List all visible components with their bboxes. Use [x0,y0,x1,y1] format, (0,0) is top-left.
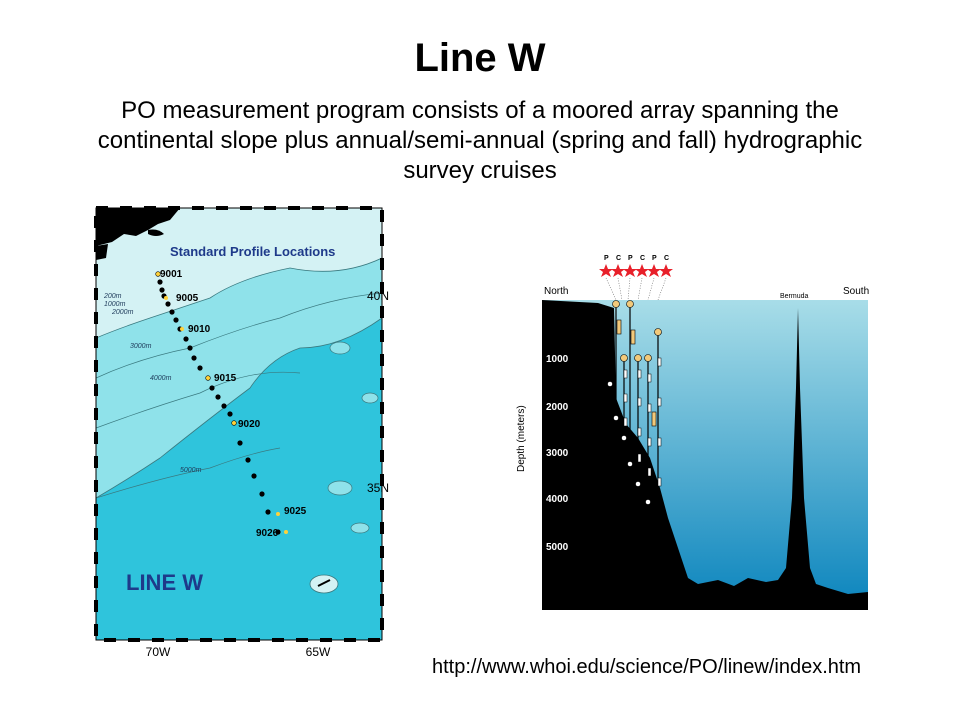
bermuda-label: Bermuda [780,293,809,300]
contour-label: 4000m [150,375,172,382]
station-dot [227,411,233,417]
station-dot [215,394,221,400]
labeled-station-dot [180,327,184,331]
station-dot [237,440,243,446]
station-dot [169,309,175,315]
mooring-float [644,354,652,362]
mooring-float [654,328,662,336]
seafloor-profile [542,300,868,610]
slide-title: Line W [414,36,546,80]
contour-label: 200m [103,293,122,300]
labeled-station-dot [284,530,288,534]
mooring-float [612,300,620,308]
labeled-station-dot [164,296,168,300]
mooring-instrument [616,319,622,335]
labeled-station-dot [206,376,210,380]
lon-label-65w: 65W [306,645,331,659]
labeled-station-dot [276,512,280,516]
mooring-instrument [630,329,636,345]
station-dot [197,365,203,371]
mooring-code: C [640,255,645,262]
mooring-instrument [651,411,657,427]
bermuda-island [317,579,331,587]
star-marker [623,264,637,277]
station-label: 9005 [176,293,199,304]
station-label: 9001 [160,269,183,280]
land-cape [148,229,164,236]
labeled-station-dot [156,272,160,276]
star-marker [611,264,625,277]
station-label: 9025 [284,506,307,517]
mooring-code: C [616,255,621,262]
mooring-float [620,354,628,362]
map-title: Standard Profile Locations [170,244,335,259]
station-dot [165,301,171,307]
mooring-code: P [628,255,633,262]
depth-tick: 5000 [546,542,569,553]
station-dot [265,509,271,515]
seamount [361,392,379,404]
south-label: South [843,286,869,297]
station-label: 9015 [214,373,237,384]
station-label: 9020 [238,419,261,430]
lon-label-70w: 70W [146,645,171,659]
contour-label: 5000m [180,467,202,474]
depth-tick: 3000 [546,448,569,459]
station-dot [259,491,265,497]
station-label: 9010 [188,324,211,335]
mooring-code: C [664,255,669,262]
contour-label: 2000m [111,309,134,316]
contour-3000 [96,292,382,379]
station-dot [245,457,251,463]
map-frame-inner [95,207,383,641]
line-w-logo: LINE W [126,570,203,595]
contour-4000 [96,371,301,429]
station-dot [221,403,227,409]
station-dot [191,355,197,361]
contour-label: 1000m [104,301,126,308]
contour-label: 3000m [130,343,152,350]
station-label: 9026 [256,528,279,539]
depth-tick: 1000 [546,354,569,365]
star-marker [599,264,613,277]
seamount [327,480,353,496]
labeled-station-dot [232,421,236,425]
station-dot [187,345,193,351]
station-dot [157,279,163,285]
north-label: North [544,286,568,297]
star-marker [635,264,649,277]
station-dot [159,287,165,293]
mooring-float [626,300,634,308]
land-new-england [96,208,180,246]
station-dot [251,473,257,479]
mooring-code: P [652,255,657,262]
seamount [329,341,351,355]
station-dot [183,336,189,342]
star-marker [659,264,673,277]
station-dot [275,529,281,535]
contour-5000 [96,447,281,499]
station-dot [209,385,215,391]
lat-label-35n: 35N [367,481,389,495]
lat-label-40n: 40N [367,289,389,303]
mooring-float [634,354,642,362]
source-url[interactable]: http://www.whoi.edu/science/PO/linew/ind… [432,656,862,678]
depth-axis-label: Depth (meters) [516,405,527,472]
land-coast [96,244,108,260]
depth-tick: 4000 [546,494,569,505]
depth-tick: 2000 [546,402,569,413]
slide-subtitle: PO measurement program consists of a moo… [97,97,863,184]
star-marker [647,264,661,277]
mooring-cross-section: P C P C P C North South Bermuda 1000 200… [516,255,869,610]
station-dot [173,317,179,323]
mooring-code: P [604,255,609,262]
line-w-station-map: Standard Profile Locations 200m 1000m 20… [94,206,389,659]
seamount [350,522,370,534]
